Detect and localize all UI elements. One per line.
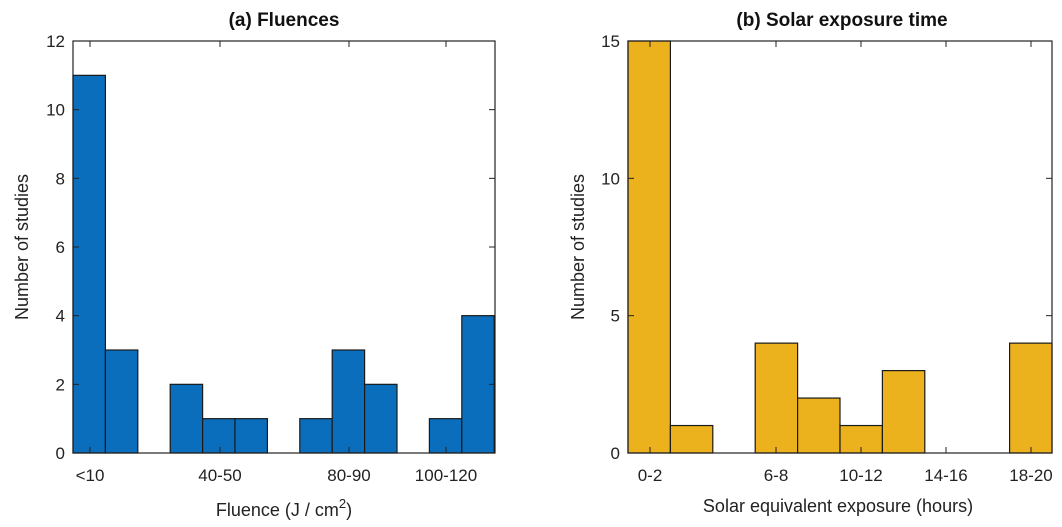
panel-b-title: (b) Solar exposure time (736, 10, 947, 31)
panel-solar-exposure: (b) Solar exposure time 0 5 10 15 0-2 6-8 10-… (568, 10, 1053, 516)
panel-a-bar (169, 383, 204, 454)
panel-a-xtick-label: 100-120 (415, 466, 477, 485)
panel-b-xtick-label: 6-8 (764, 466, 789, 485)
panel-a-bar (234, 418, 269, 454)
panel-a-bar (364, 383, 398, 454)
panel-a-ytick-label: 0 (56, 444, 65, 463)
panel-a-xtick-label: 80-90 (327, 466, 370, 485)
panel-a-ytick-label: 2 (56, 375, 65, 394)
panel-a-title: (a) Fluences (229, 10, 340, 31)
panel-b-ytick-label: 5 (611, 307, 620, 326)
panel-b-ytick-label: 0 (611, 444, 620, 463)
panel-a-bar (104, 349, 139, 454)
panel-a-xlabel: Fluence (J / cm2) (216, 496, 352, 520)
panel-b-xtick-label: 14-16 (924, 466, 967, 485)
panel-a-xlabel-end: ) (346, 500, 352, 520)
panel-a-bar (461, 315, 495, 454)
panel-a-xtick-label: <10 (76, 466, 105, 485)
panel-a-ytick-label: 12 (46, 32, 65, 51)
panel-b-axes-box (627, 40, 1053, 454)
panel-a-ytick-label: 8 (56, 169, 65, 188)
panel-b-bar (669, 424, 714, 454)
panel-b-ytick-label: 15 (601, 32, 620, 51)
panel-b-bar (881, 370, 926, 454)
panel-a-bar (299, 418, 333, 454)
panel-a-xtick-label: 40-50 (198, 466, 241, 485)
panel-b-xlabel: Solar equivalent exposure (hours) (703, 496, 973, 516)
panel-b-bar (627, 40, 672, 454)
panel-b-ylabel: Number of studies (568, 174, 588, 320)
panel-a-ytick-label: 4 (56, 307, 65, 326)
panel-b-bar (796, 397, 841, 454)
panel-a-bar (202, 418, 236, 454)
panel-b-bar (754, 342, 799, 454)
panel-b-ytick-label: 10 (601, 169, 620, 188)
panel-a-bar (331, 349, 366, 454)
panel-a-ytick-label: 6 (56, 238, 65, 257)
panel-b-xtick-label: 0-2 (638, 466, 663, 485)
panel-a-ylabel: Number of studies (12, 174, 32, 320)
panel-b-xtick-label: 18-20 (1009, 466, 1052, 485)
panel-b-bar (1008, 342, 1053, 454)
panel-a-ytick-label: 10 (46, 101, 65, 120)
panel-a-xlabel-sup: 2 (339, 496, 346, 511)
panel-fluences: (a) Fluences 0 2 4 6 8 10 12 <10 40-50 80-90 100-… (12, 10, 496, 520)
panel-a-axes-box (72, 40, 496, 454)
panel-b-xtick-label: 10-12 (839, 466, 882, 485)
panel-a-bar (72, 74, 107, 454)
panel-a-xlabel-main: Fluence (J / cm (216, 500, 339, 520)
